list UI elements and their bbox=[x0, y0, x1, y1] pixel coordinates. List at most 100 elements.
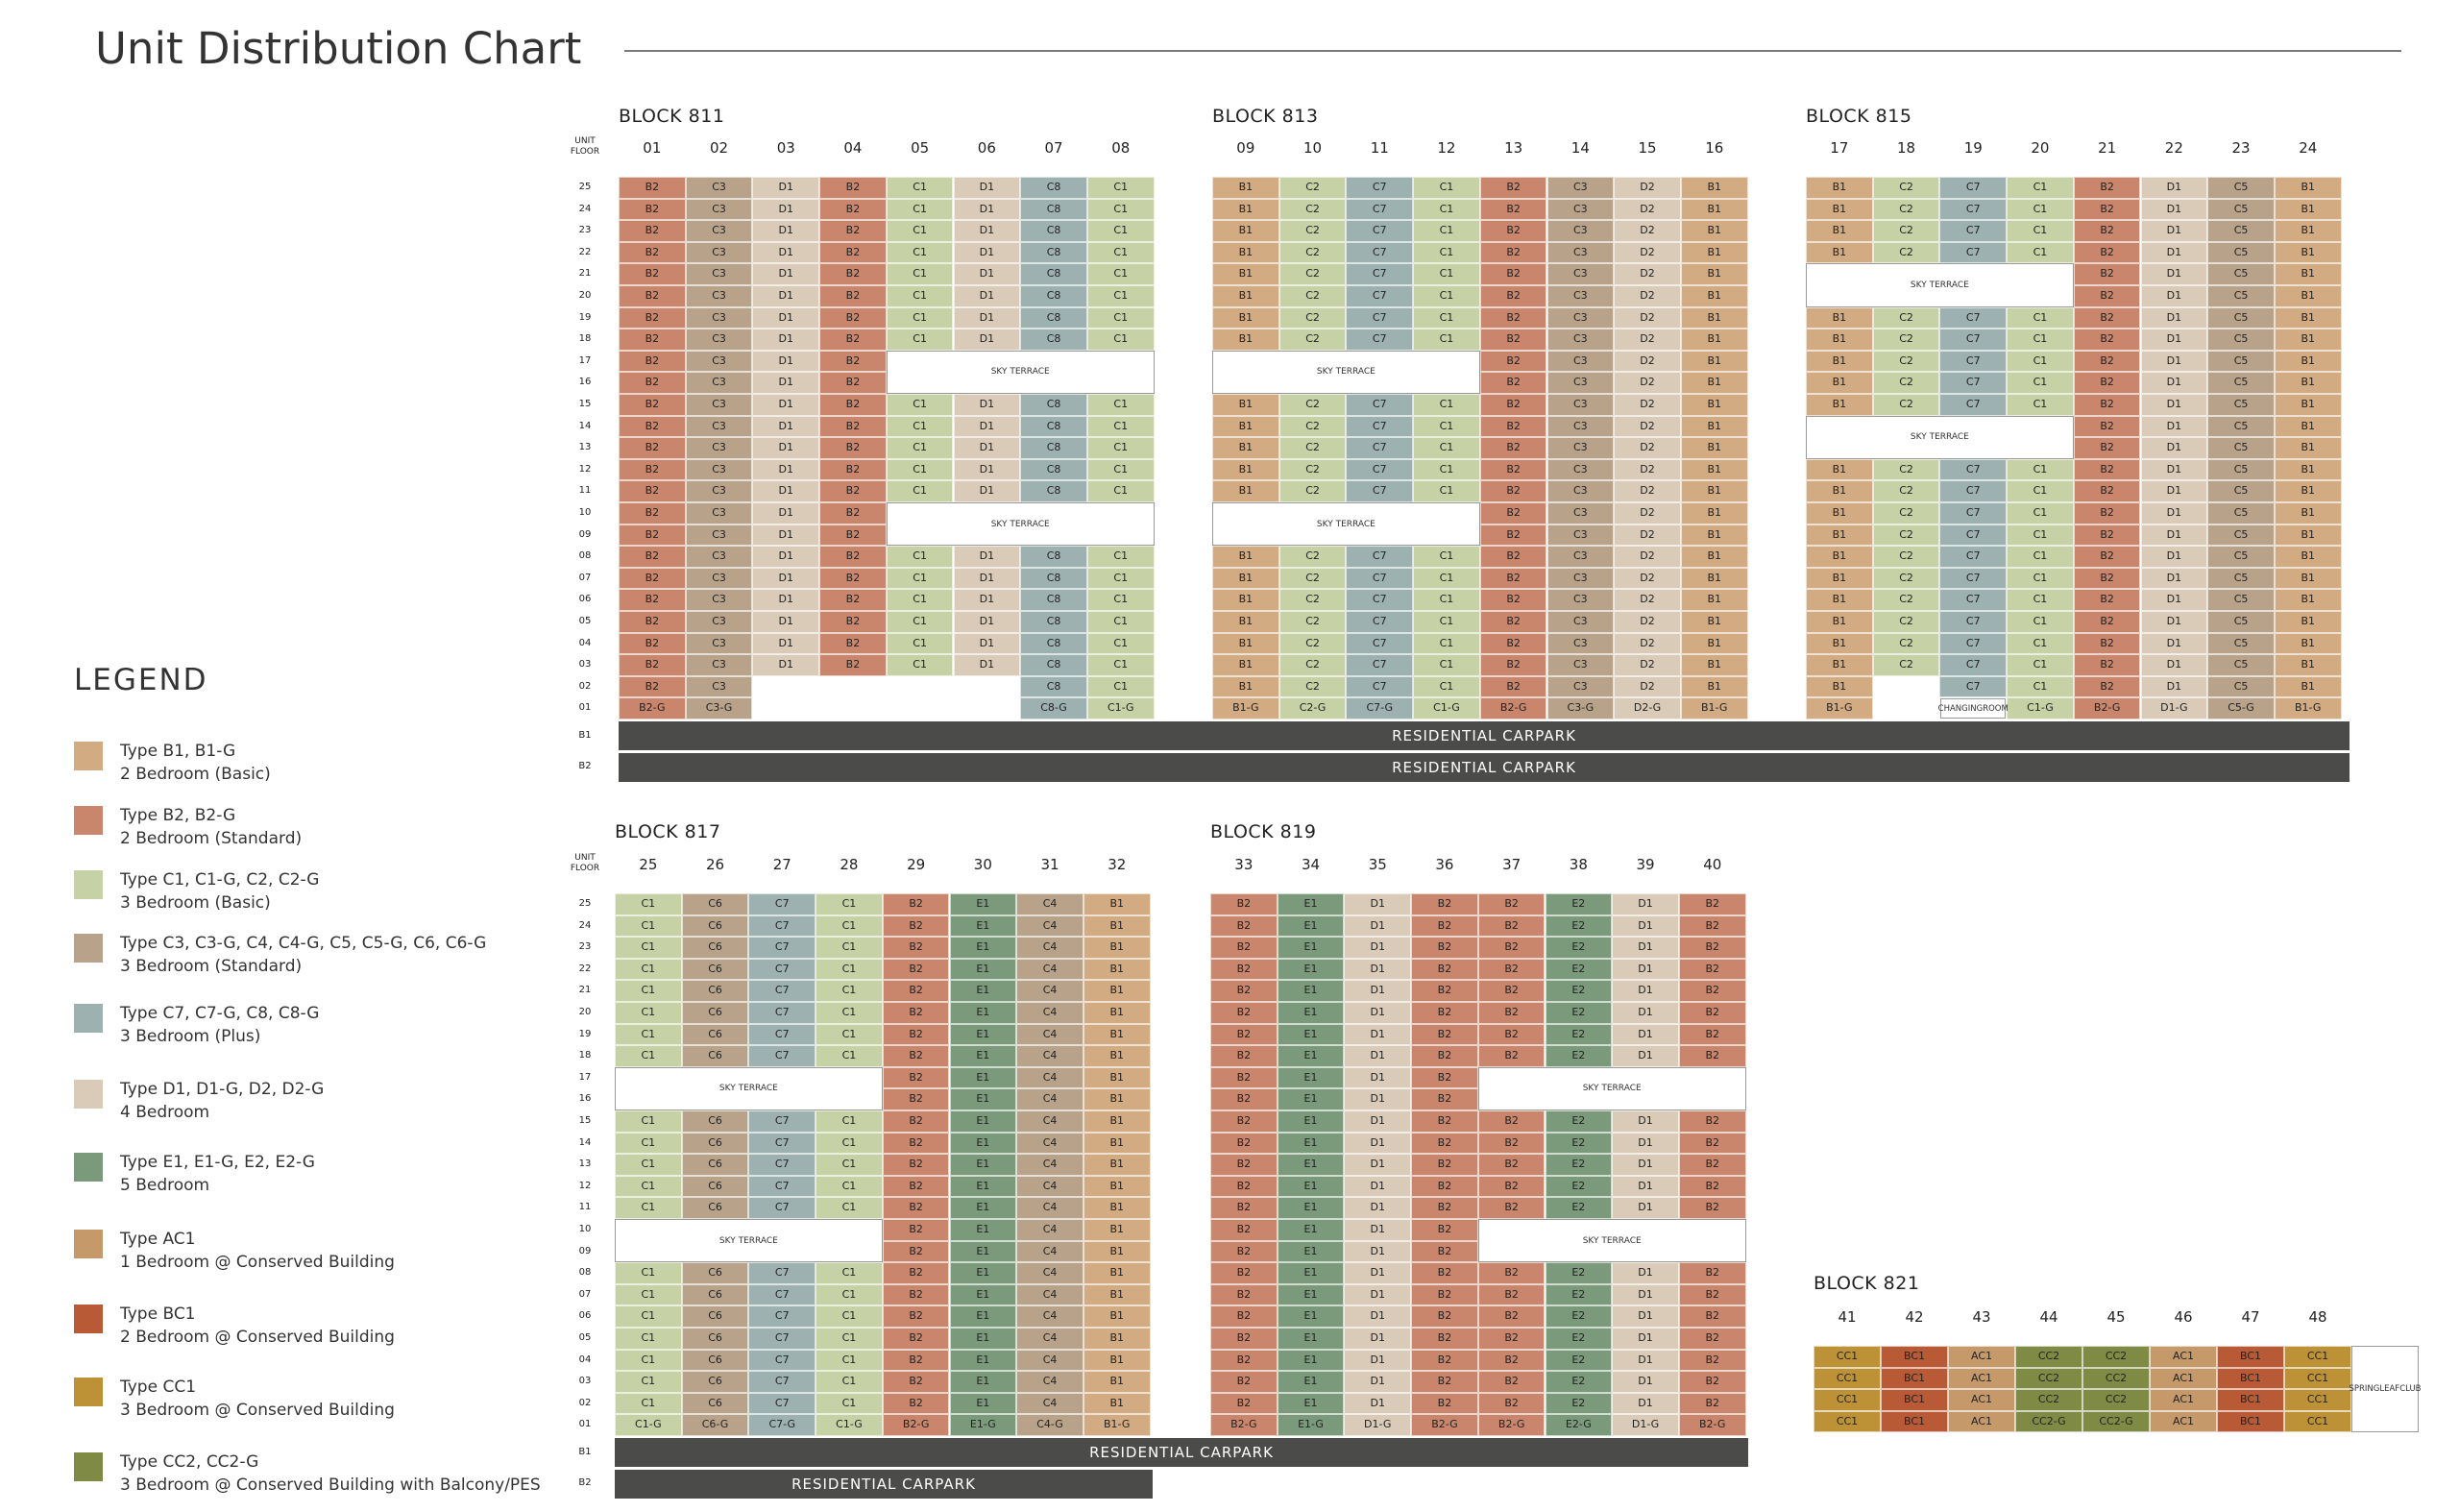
unit-cell[interactable]: C7 bbox=[1939, 177, 2008, 199]
unit-cell[interactable]: D2 bbox=[1614, 372, 1681, 394]
unit-cell[interactable]: C1 bbox=[816, 1154, 883, 1176]
unit-cell[interactable]: D1 bbox=[2140, 329, 2208, 351]
unit-cell[interactable]: B2-G bbox=[2073, 697, 2141, 719]
unit-cell[interactable]: D1 bbox=[953, 306, 1021, 329]
unit-cell[interactable]: B2 bbox=[2073, 372, 2141, 394]
unit-cell[interactable]: D1 bbox=[2140, 285, 2208, 307]
unit-cell[interactable]: C4 bbox=[1016, 1349, 1083, 1372]
unit-cell[interactable]: B2 bbox=[2073, 611, 2141, 633]
unit-cell[interactable]: C3 bbox=[685, 546, 753, 568]
unit-cell[interactable]: E2 bbox=[1545, 1262, 1613, 1284]
unit-cell[interactable]: B1 bbox=[1680, 285, 1748, 307]
unit-cell[interactable]: E2 bbox=[1545, 1283, 1613, 1306]
unit-cell[interactable]: B2 bbox=[619, 415, 686, 438]
unit-cell[interactable]: D1 bbox=[1344, 1154, 1412, 1176]
unit-cell[interactable]: B1 bbox=[1083, 1045, 1151, 1067]
unit-cell[interactable]: BC1 bbox=[1881, 1410, 1948, 1432]
unit-cell[interactable]: B2 bbox=[1479, 263, 1547, 285]
unit-cell[interactable]: E2 bbox=[1545, 1132, 1613, 1155]
unit-cell[interactable]: C1 bbox=[615, 1262, 682, 1284]
unit-cell[interactable]: B2 bbox=[882, 937, 950, 959]
unit-cell[interactable]: D1 bbox=[752, 306, 820, 329]
unit-cell[interactable]: B1 bbox=[1212, 394, 1279, 416]
unit-cell[interactable]: C1 bbox=[2007, 329, 2074, 351]
unit-cell[interactable]: B1 bbox=[1680, 567, 1748, 590]
unit-cell[interactable]: C1 bbox=[886, 198, 954, 221]
unit-cell[interactable]: CC1 bbox=[2284, 1410, 2351, 1432]
unit-cell[interactable]: B2 bbox=[1477, 1154, 1546, 1176]
unit-cell[interactable]: E1 bbox=[1277, 1219, 1345, 1241]
unit-cell[interactable]: B2 bbox=[1477, 1349, 1546, 1372]
unit-cell[interactable]: C7-G bbox=[748, 1414, 816, 1436]
unit-cell[interactable]: C3 bbox=[1546, 632, 1615, 655]
unit-cell[interactable]: D1 bbox=[953, 632, 1021, 655]
unit-cell[interactable]: C6 bbox=[681, 893, 749, 915]
unit-cell[interactable]: B1 bbox=[1212, 241, 1279, 264]
unit-cell[interactable]: C4 bbox=[1016, 1305, 1083, 1328]
unit-cell[interactable]: D1 bbox=[752, 458, 820, 481]
unit-cell[interactable]: C5 bbox=[2207, 480, 2275, 502]
unit-cell[interactable]: C6 bbox=[681, 1002, 749, 1024]
unit-cell[interactable]: E1 bbox=[1277, 958, 1345, 981]
unit-cell[interactable]: D2 bbox=[1614, 220, 1681, 242]
unit-cell[interactable]: B2 bbox=[1479, 437, 1547, 459]
unit-cell[interactable]: B2 bbox=[882, 1023, 950, 1046]
unit-cell[interactable]: D1 bbox=[1344, 915, 1412, 938]
unit-cell[interactable]: C1 bbox=[816, 1002, 883, 1024]
unit-cell[interactable]: E1 bbox=[949, 1110, 1017, 1133]
unit-cell[interactable]: B1 bbox=[1212, 546, 1279, 568]
unit-cell[interactable]: C1 bbox=[615, 1328, 682, 1350]
unit-cell[interactable]: C8 bbox=[1020, 285, 1087, 307]
unit-cell[interactable]: E2 bbox=[1545, 915, 1613, 938]
unit-cell[interactable]: D1 bbox=[1344, 1132, 1412, 1155]
unit-cell[interactable]: C3 bbox=[1546, 285, 1615, 307]
unit-cell[interactable]: D1 bbox=[1612, 1197, 1679, 1219]
unit-cell[interactable]: D1 bbox=[953, 263, 1021, 285]
unit-cell[interactable]: B2 bbox=[1479, 567, 1547, 590]
unit-cell[interactable]: B1 bbox=[1680, 480, 1748, 502]
unit-cell[interactable]: C2 bbox=[1278, 263, 1347, 285]
unit-cell[interactable]: C3 bbox=[685, 480, 753, 502]
unit-cell[interactable]: B2 bbox=[619, 372, 686, 394]
unit-cell[interactable]: B2 bbox=[1678, 915, 1746, 938]
unit-cell[interactable]: B1 bbox=[1212, 220, 1279, 242]
unit-cell[interactable]: C5 bbox=[2207, 524, 2275, 547]
unit-cell[interactable]: B1 bbox=[1806, 350, 1873, 373]
unit-cell[interactable]: C3 bbox=[685, 611, 753, 633]
unit-cell[interactable]: E1-G bbox=[949, 1414, 1017, 1436]
unit-cell[interactable]: B1 bbox=[1083, 1023, 1151, 1046]
unit-cell[interactable]: B2 bbox=[1477, 1132, 1546, 1155]
unit-cell[interactable]: D1 bbox=[1344, 1240, 1412, 1263]
unit-cell[interactable]: C2 bbox=[1278, 458, 1347, 481]
unit-cell[interactable]: D1 bbox=[1344, 1088, 1412, 1110]
unit-cell[interactable]: C2 bbox=[1872, 350, 1940, 373]
unit-cell[interactable]: D2 bbox=[1614, 480, 1681, 502]
unit-cell[interactable]: B2 bbox=[2073, 632, 2141, 655]
unit-cell[interactable]: B2 bbox=[619, 220, 686, 242]
unit-cell[interactable]: E1 bbox=[1277, 1066, 1345, 1089]
unit-cell[interactable]: B1 bbox=[2274, 372, 2342, 394]
unit-cell[interactable]: C1 bbox=[615, 1002, 682, 1024]
unit-cell[interactable]: C7 bbox=[1346, 241, 1414, 264]
unit-cell[interactable]: B1 bbox=[1806, 306, 1873, 329]
unit-cell[interactable]: C8 bbox=[1020, 415, 1087, 438]
unit-cell[interactable]: C1 bbox=[615, 937, 682, 959]
unit-cell[interactable]: B2 bbox=[1411, 1023, 1478, 1046]
unit-cell[interactable]: B2 bbox=[1678, 1110, 1746, 1133]
unit-cell[interactable]: B2 bbox=[819, 306, 887, 329]
unit-cell[interactable]: C4 bbox=[1016, 1392, 1083, 1415]
unit-cell[interactable]: C1 bbox=[816, 1197, 883, 1219]
unit-cell[interactable]: D1-G bbox=[2140, 697, 2208, 719]
unit-cell[interactable]: C5 bbox=[2207, 611, 2275, 633]
unit-cell[interactable]: B1 bbox=[1806, 198, 1873, 221]
unit-cell[interactable]: C7 bbox=[748, 1023, 816, 1046]
unit-cell[interactable]: C2 bbox=[1278, 285, 1347, 307]
unit-cell[interactable]: B2 bbox=[1411, 937, 1478, 959]
unit-cell[interactable]: B2 bbox=[819, 546, 887, 568]
unit-cell[interactable]: D1 bbox=[752, 437, 820, 459]
unit-cell[interactable]: D1 bbox=[1612, 1349, 1679, 1372]
unit-cell[interactable]: B2-G bbox=[882, 1414, 950, 1436]
unit-cell[interactable]: B2 bbox=[2073, 675, 2141, 698]
unit-cell[interactable]: C1 bbox=[1086, 177, 1155, 199]
unit-cell[interactable]: B2 bbox=[882, 893, 950, 915]
